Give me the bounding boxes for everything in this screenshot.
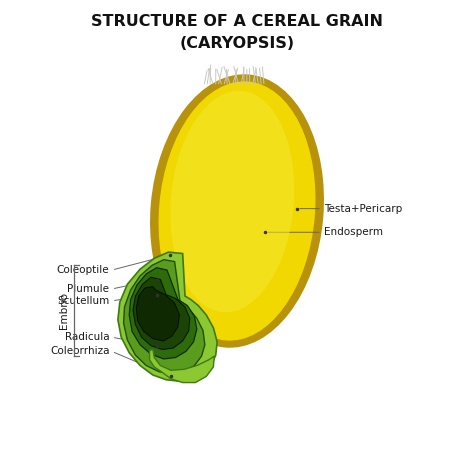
Text: Endosperm: Endosperm	[324, 227, 383, 237]
Ellipse shape	[158, 82, 316, 341]
Ellipse shape	[170, 91, 294, 312]
Text: Embrio: Embrio	[59, 292, 69, 329]
Ellipse shape	[150, 74, 324, 348]
Text: Testa+Pericarp: Testa+Pericarp	[324, 204, 403, 214]
Text: Plumule: Plumule	[67, 284, 109, 294]
Text: (CARYOPSIS): (CARYOPSIS)	[180, 36, 294, 51]
Text: Coleorrhiza: Coleorrhiza	[50, 346, 109, 356]
Text: Scutellum: Scutellum	[57, 296, 109, 306]
Polygon shape	[118, 252, 217, 381]
Polygon shape	[124, 260, 205, 374]
Text: STRUCTURE OF A CEREAL GRAIN: STRUCTURE OF A CEREAL GRAIN	[91, 15, 383, 29]
Text: Coleoptile: Coleoptile	[57, 265, 109, 275]
Polygon shape	[133, 277, 190, 349]
Polygon shape	[150, 349, 214, 383]
Text: Radicula: Radicula	[65, 332, 109, 342]
Polygon shape	[137, 287, 179, 341]
Polygon shape	[129, 268, 197, 359]
